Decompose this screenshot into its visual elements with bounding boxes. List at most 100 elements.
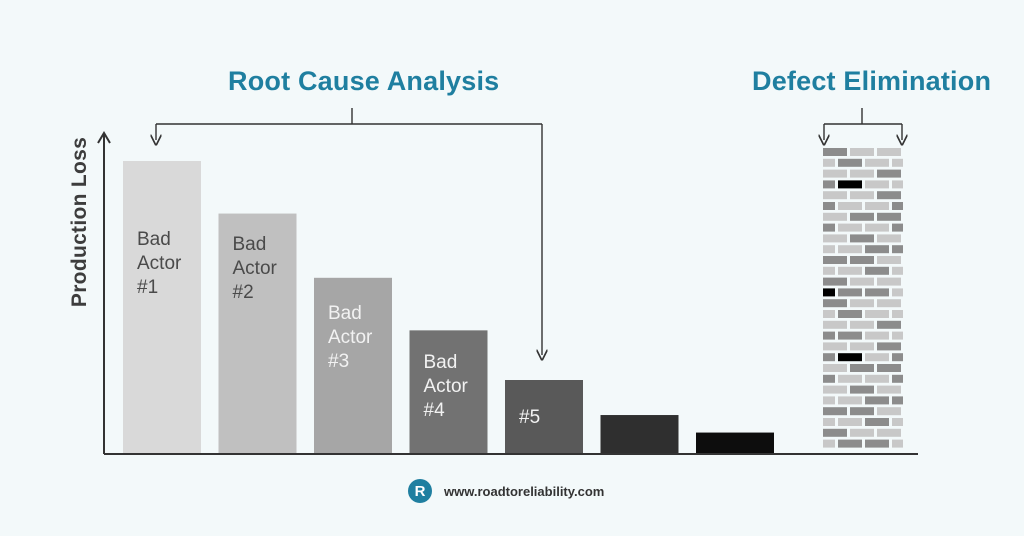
brick	[892, 245, 903, 254]
brick	[850, 234, 874, 243]
brick	[850, 320, 874, 329]
brick	[838, 353, 862, 362]
brand-logo-icon: R	[408, 479, 432, 503]
brick	[850, 428, 874, 437]
brick	[823, 374, 835, 383]
brick	[850, 212, 874, 221]
brick	[865, 245, 889, 254]
brick	[865, 396, 889, 405]
brick	[823, 223, 835, 232]
brick	[823, 169, 847, 178]
brick	[838, 288, 862, 297]
brick	[838, 310, 862, 318]
brick	[865, 223, 889, 232]
brick	[865, 331, 889, 340]
brick	[865, 288, 889, 297]
brick	[823, 288, 835, 297]
brick	[892, 439, 903, 448]
brick	[823, 256, 847, 264]
bar-6	[600, 415, 679, 453]
brick	[823, 158, 835, 167]
brick	[877, 407, 901, 416]
brick	[892, 310, 903, 318]
bar-2	[218, 213, 297, 453]
brick	[838, 266, 862, 275]
brick	[823, 299, 847, 308]
brick	[877, 148, 901, 156]
brick	[838, 418, 862, 426]
bars-group	[123, 161, 774, 453]
bar-label-5: #5	[519, 407, 541, 428]
brick	[865, 158, 889, 167]
axes	[97, 131, 918, 455]
brick	[877, 320, 901, 329]
brick	[877, 169, 901, 178]
bar-3	[314, 277, 392, 453]
brick	[865, 418, 889, 426]
brick	[823, 212, 847, 221]
brick	[823, 385, 847, 394]
brick	[892, 418, 903, 426]
brick	[823, 148, 847, 156]
brick	[823, 320, 847, 329]
brick	[850, 299, 874, 308]
bar-label-2: Bad Actor #2	[232, 234, 277, 303]
brick	[877, 256, 901, 264]
brick	[877, 234, 901, 243]
brick	[892, 353, 903, 362]
brick	[892, 202, 903, 210]
brick	[877, 342, 901, 351]
brick	[838, 331, 862, 340]
brick	[838, 202, 862, 210]
brick	[892, 288, 903, 297]
brick	[850, 277, 874, 286]
brick	[877, 385, 901, 394]
website-url[interactable]: www.roadtoreliability.com	[444, 483, 605, 499]
brick	[838, 158, 862, 167]
brick	[838, 439, 862, 448]
brick	[823, 396, 835, 405]
brick	[823, 310, 835, 318]
brick	[823, 180, 835, 189]
brick	[877, 191, 901, 200]
brick	[865, 202, 889, 210]
brick	[877, 299, 901, 308]
brick	[850, 191, 874, 200]
bar-7	[696, 432, 774, 453]
brick	[823, 342, 847, 351]
bar-5	[505, 380, 583, 453]
brick	[823, 234, 847, 243]
brick	[892, 266, 903, 275]
brick	[892, 223, 903, 232]
brick	[838, 374, 862, 383]
brick	[850, 342, 874, 351]
brick	[865, 180, 889, 189]
brick-wall	[823, 148, 903, 453]
brick	[850, 407, 874, 416]
bar-label-1: Bad Actor #1	[137, 229, 182, 298]
brick	[838, 180, 862, 189]
brick	[865, 310, 889, 318]
brick	[850, 256, 874, 264]
brick	[865, 266, 889, 275]
defect-elimination-title: Defect Elimination	[752, 66, 992, 96]
brick	[892, 374, 903, 383]
brick	[892, 396, 903, 405]
brick	[877, 364, 901, 372]
y-axis-arrow-icon	[97, 131, 111, 144]
brick	[838, 223, 862, 232]
brick	[823, 245, 835, 254]
brick	[850, 169, 874, 178]
brick	[823, 191, 847, 200]
root-cause-analysis-title: Root Cause Analysis	[228, 66, 500, 96]
brick	[838, 245, 862, 254]
brick	[877, 212, 901, 221]
defect-elimination-bracket	[824, 108, 902, 140]
bar-1	[123, 161, 201, 453]
brick	[877, 277, 901, 286]
bar-label-4: Bad Actor #4	[423, 352, 468, 421]
footer: R www.roadtoreliability.com	[408, 478, 604, 504]
brick	[823, 202, 835, 210]
brick	[823, 407, 847, 416]
